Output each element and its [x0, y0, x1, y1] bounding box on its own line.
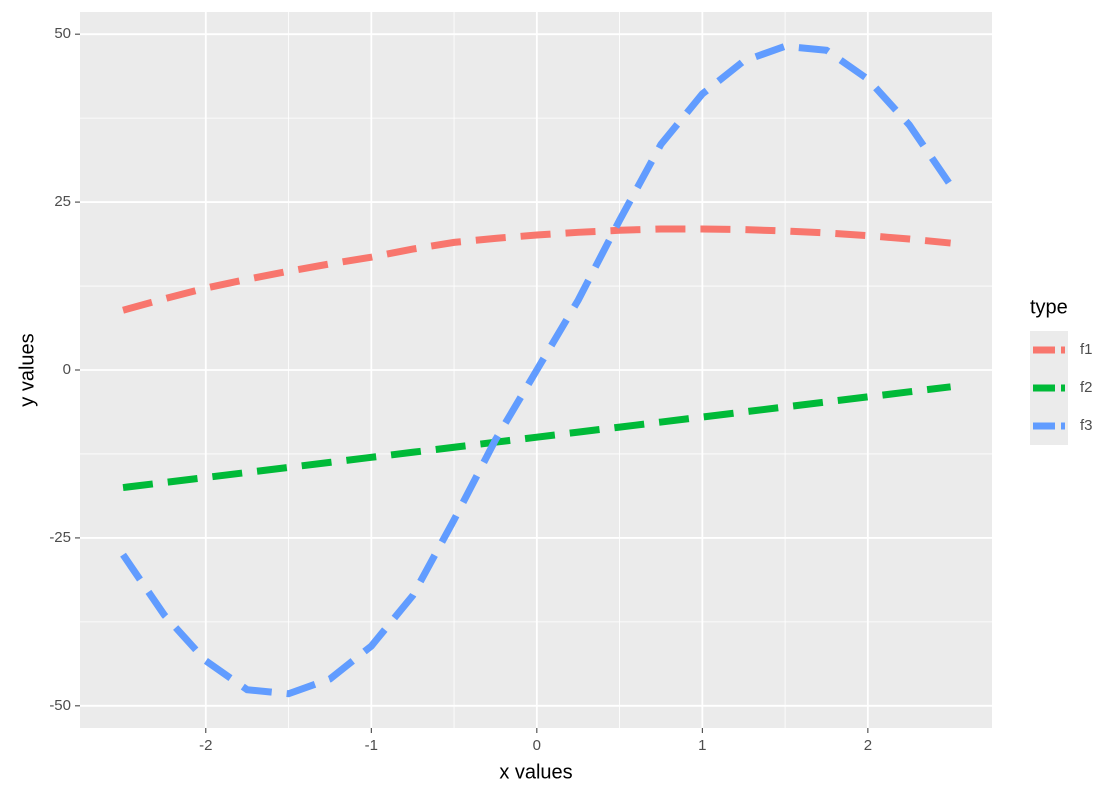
series-line: [122, 383, 952, 492]
y-tick-label: 25: [54, 193, 71, 210]
x-tick-label: 0: [533, 737, 541, 754]
series-line: [122, 225, 951, 314]
x-tick-label: 2: [864, 737, 872, 754]
y-tick-label: 50: [54, 25, 71, 42]
series-line: [120, 42, 954, 698]
x-axis-title: x values: [499, 761, 572, 783]
x-tick-label: 1: [698, 737, 706, 754]
y-tick-label: -50: [49, 697, 71, 714]
x-tick-label: -2: [199, 737, 212, 754]
y-tick-label: -25: [49, 529, 71, 546]
y-tick-label: 0: [63, 361, 71, 378]
legend-label: f3: [1080, 417, 1093, 434]
legend-label: f2: [1080, 379, 1093, 396]
legend-title: type: [1030, 296, 1068, 318]
x-tick-label: -1: [365, 737, 378, 754]
legend-label: f1: [1080, 341, 1093, 358]
y-axis-title: y values: [16, 333, 38, 406]
